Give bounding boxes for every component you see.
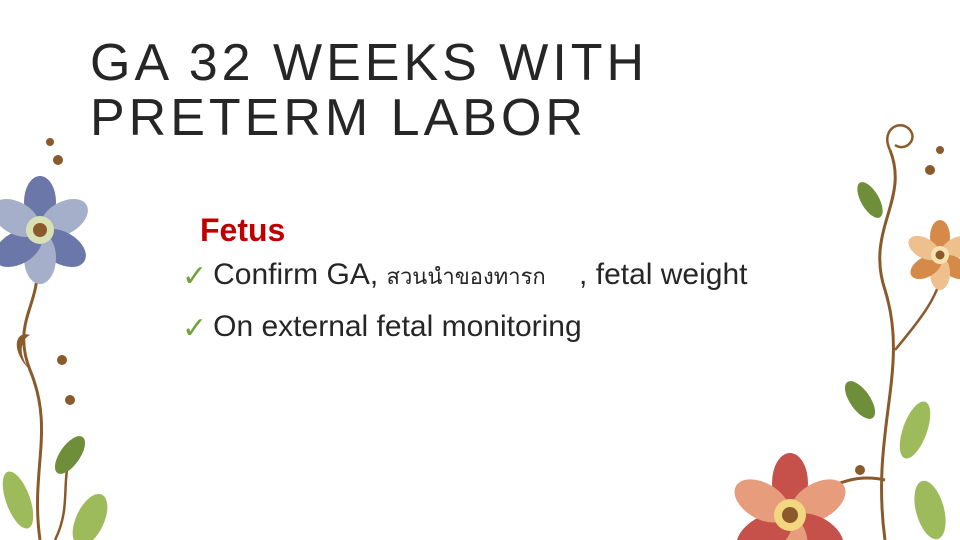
- bullet-item: ✓Confirm GA, สวนนำของทารก , fetal weight: [182, 258, 748, 294]
- bullet-text: Confirm GA, สวนนำของทารก , fetal weight: [213, 258, 747, 294]
- subheading-fetus: Fetus: [200, 212, 285, 249]
- checkmark-icon: ✓: [182, 262, 207, 292]
- slide-title: GA 32 WEEKS WITH PRETERM LABOR: [90, 36, 648, 145]
- bullet-list: ✓Confirm GA, สวนนำของทารก , fetal weight…: [182, 258, 748, 360]
- bullet-text: On external fetal monitoring: [213, 310, 582, 344]
- checkmark-icon: ✓: [182, 314, 207, 344]
- bullet-item: ✓On external fetal monitoring: [182, 310, 748, 344]
